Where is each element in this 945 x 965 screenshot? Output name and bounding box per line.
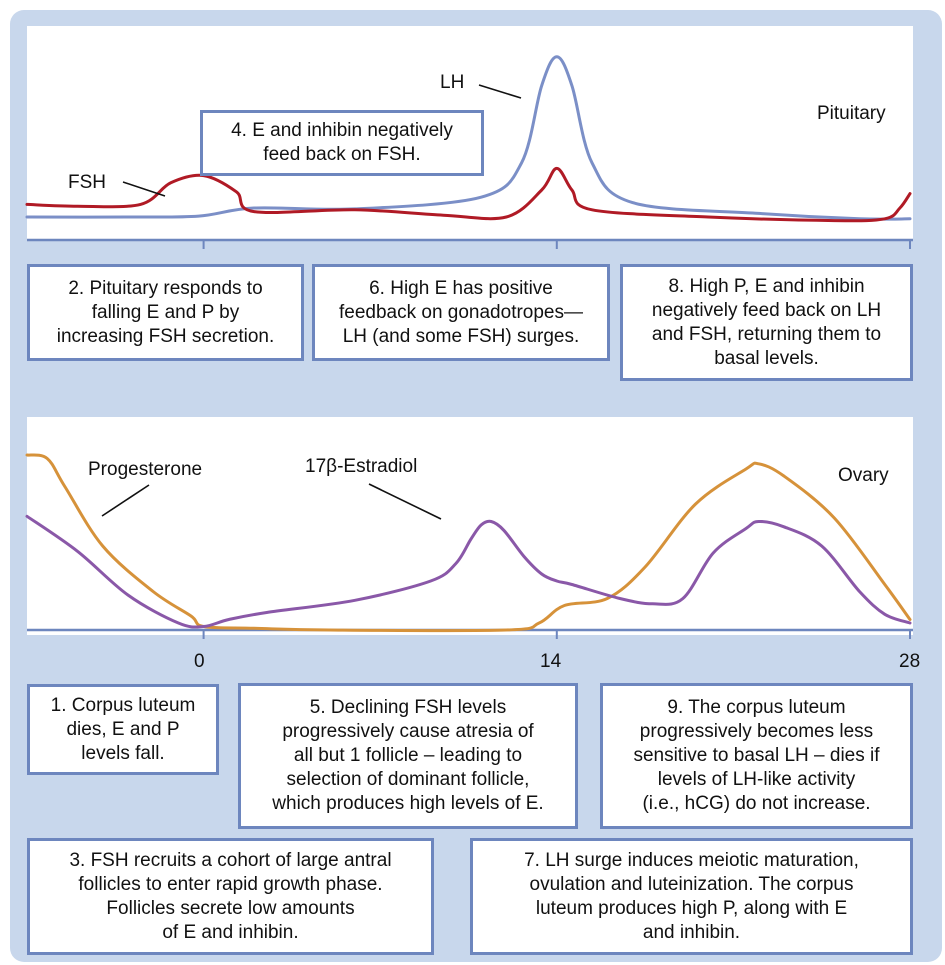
fsh-series-label: FSH (68, 172, 106, 193)
lh-series-label: LH (440, 72, 465, 93)
ovary-label: Ovary (838, 465, 889, 486)
pituitary-label: Pituitary (817, 103, 886, 124)
note-7-luteinization: 7. LH surge induces meiotic maturation, … (470, 838, 913, 955)
lh-leader-line (478, 84, 522, 99)
note-4-feedback-on-fsh: 4. E and inhibin negatively feed back on… (200, 110, 484, 176)
progesterone-leader-line (101, 484, 150, 517)
estradiol-series-label: 17β-Estradiol (305, 456, 418, 477)
progesterone-series-label: Progesterone (88, 459, 203, 480)
fsh-leader-line (122, 181, 166, 197)
note-8-negative-feedback: 8. High P, E and inhibin negatively feed… (620, 264, 913, 381)
note-9-corpus-luteum-lh: 9. The corpus luteum progressively becom… (600, 683, 913, 829)
lh-line (25, 55, 912, 221)
x-tick-label-14: 14 (540, 651, 562, 672)
note-3-fsh-recruits-follicles: 3. FSH recruits a cohort of large antral… (27, 838, 434, 955)
ovary-chart (25, 453, 913, 639)
x-tick-label-0: 0 (194, 651, 205, 672)
note-6-lh-surge: 6. High E has positive feedback on gonad… (312, 264, 610, 361)
17-estradiol-line (25, 514, 912, 629)
estradiol-leader-line (368, 483, 442, 520)
pituitary-chart (25, 55, 913, 249)
note-1-corpus-luteum-dies: 1. Corpus luteum dies, E and P levels fa… (27, 684, 219, 775)
x-tick-label-28: 28 (899, 651, 921, 672)
fsh-line (25, 166, 912, 223)
note-2-pituitary-responds: 2. Pituitary responds to falling E and P… (27, 264, 304, 361)
ovary-panel (25, 417, 913, 639)
progesterone-line (25, 453, 912, 633)
note-5-dominant-follicle: 5. Declining FSH levels progressively ca… (238, 683, 578, 829)
